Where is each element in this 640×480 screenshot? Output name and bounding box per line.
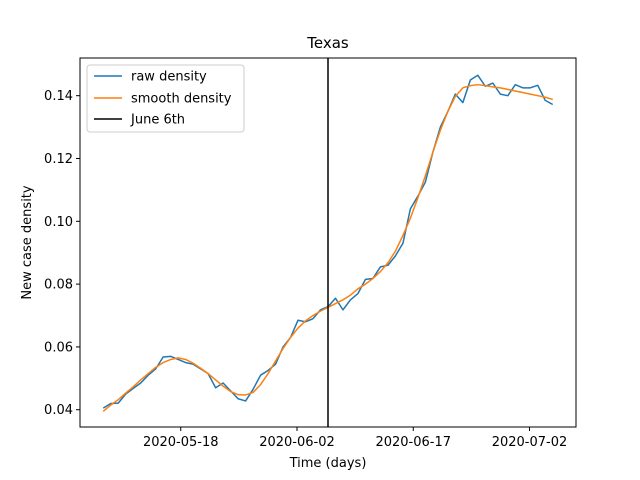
chart-title: Texas: [306, 34, 349, 52]
x-tick-label: 2020-06-02: [259, 435, 335, 450]
x-axis-title: Time (days): [289, 456, 367, 471]
plot-frame: [79, 57, 577, 428]
legend-label-june-6th: June 6th: [130, 113, 185, 128]
x-tick-label: 2020-05-18: [143, 435, 219, 450]
x-axis-ticks: 2020-05-18 2020-06-02 2020-06-17 2020-07-02: [143, 427, 567, 450]
legend: raw density smooth density June 6th: [86, 64, 245, 133]
x-tick-label: 2020-06-17: [375, 435, 451, 450]
x-tick-label: 2020-07-02: [492, 435, 568, 450]
legend-label-raw-density: raw density: [131, 70, 207, 85]
y-axis-ticks: 0.04 0.06 0.08 0.10 0.12 0.14: [44, 89, 80, 418]
plot-lines: [102, 58, 554, 427]
y-tick-label: 0.10: [44, 215, 73, 230]
y-tick-label: 0.12: [44, 152, 73, 167]
y-axis-title: New case density: [20, 185, 35, 299]
y-tick-label: 0.14: [44, 89, 73, 104]
y-tick-label: 0.04: [44, 403, 73, 418]
legend-box: [86, 64, 245, 133]
y-tick-label: 0.08: [44, 278, 73, 293]
y-tick-label: 0.06: [44, 340, 73, 355]
legend-label-smooth-density: smooth density: [131, 92, 232, 107]
